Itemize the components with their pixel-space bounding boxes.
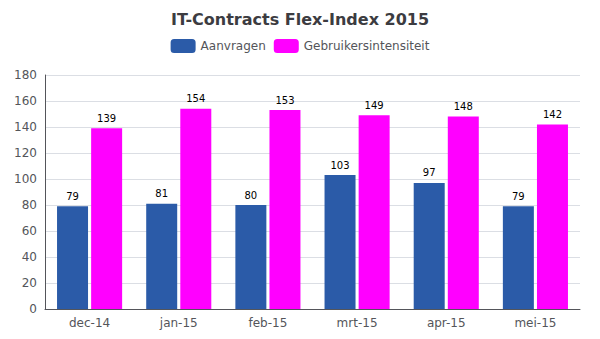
svg-text:dec-14: dec-14 (69, 316, 110, 330)
svg-text:100: 100 (14, 172, 37, 186)
svg-text:79: 79 (66, 191, 79, 202)
svg-text:mei-15: mei-15 (514, 316, 556, 330)
svg-text:120: 120 (14, 146, 37, 160)
svg-text:apr-15: apr-15 (427, 316, 466, 330)
svg-text:40: 40 (22, 250, 37, 264)
svg-text:154: 154 (186, 93, 205, 104)
svg-text:103: 103 (330, 160, 349, 171)
svg-text:60: 60 (22, 224, 37, 238)
svg-text:139: 139 (97, 113, 116, 124)
svg-text:180: 180 (14, 68, 37, 82)
svg-text:97: 97 (423, 167, 436, 178)
svg-text:142: 142 (543, 109, 562, 120)
svg-text:79: 79 (512, 191, 525, 202)
svg-text:160: 160 (14, 94, 37, 108)
svg-text:148: 148 (454, 101, 473, 112)
svg-text:IT-Contracts Flex-Index 2015: IT-Contracts Flex-Index 2015 (171, 10, 429, 29)
svg-text:jan-15: jan-15 (159, 316, 198, 330)
svg-text:20: 20 (22, 276, 37, 290)
svg-text:80: 80 (22, 198, 37, 212)
svg-text:149: 149 (365, 100, 384, 111)
svg-text:Gebruikersintensiteit: Gebruikersintensiteit (304, 39, 430, 53)
svg-text:feb-15: feb-15 (249, 316, 288, 330)
svg-text:140: 140 (14, 120, 37, 134)
svg-text:81: 81 (155, 188, 168, 199)
svg-text:153: 153 (275, 95, 294, 106)
svg-text:Aanvragen: Aanvragen (201, 39, 266, 53)
svg-text:mrt-15: mrt-15 (337, 316, 378, 330)
svg-text:0: 0 (29, 302, 37, 316)
svg-text:80: 80 (245, 190, 258, 201)
